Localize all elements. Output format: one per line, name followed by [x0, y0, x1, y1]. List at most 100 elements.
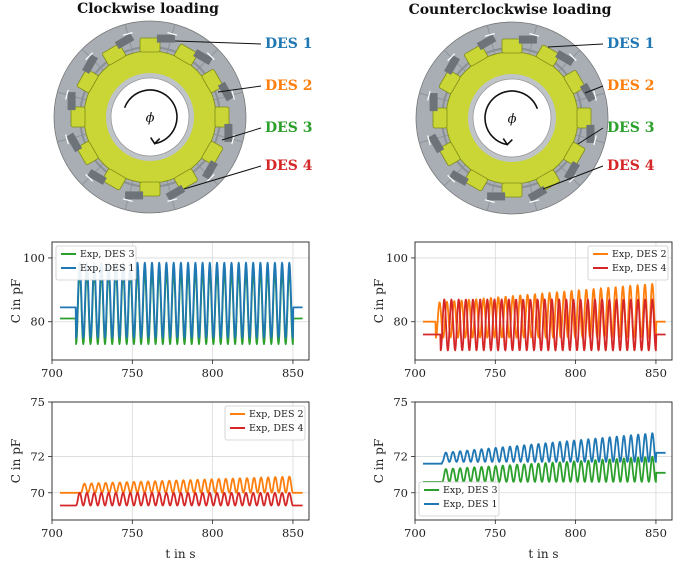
des-label-4: DES 4 — [607, 158, 655, 174]
x-tick-label: 850 — [645, 366, 667, 380]
flow-arrow — [206, 52, 215, 61]
rotor-tooth — [501, 38, 523, 54]
phi-label: ϕ — [146, 111, 155, 126]
electrode — [428, 133, 445, 154]
flow-arrow — [447, 174, 456, 183]
flow-arrow — [427, 135, 431, 146]
flow-arrow — [593, 90, 597, 101]
des-leader-3 — [221, 127, 262, 141]
des-label-1: DES 1 — [607, 36, 655, 52]
rotor-tooth — [563, 70, 586, 94]
x-tick-label: 700 — [41, 366, 63, 380]
rotation-arrow — [484, 90, 539, 146]
flow-arrow — [85, 173, 94, 182]
chart-ccw-bottom: 700 750 800 850 70 72 75 C in pF t in s Exp, DES … — [372, 395, 673, 561]
y-axis-label: C in pF — [372, 279, 386, 323]
y-tick-label: 100 — [23, 251, 45, 265]
flow-arrow — [167, 198, 178, 202]
x-tick-label: 850 — [282, 526, 304, 540]
legend-label: Exp, DES 3 — [443, 485, 498, 496]
rotation-arrow — [123, 89, 178, 145]
electrode — [67, 92, 76, 111]
electrode — [165, 184, 186, 201]
x-tick-label: 700 — [404, 366, 426, 380]
electrode — [444, 55, 461, 75]
rotor-tooth — [139, 37, 161, 53]
y-axis-label: C in pF — [9, 279, 23, 323]
rotor-tooth — [201, 141, 224, 165]
flow-arrow — [593, 135, 597, 146]
rotor-tooth — [432, 107, 448, 129]
des-label-2: DES 2 — [607, 78, 655, 94]
electrode — [224, 123, 233, 142]
plot-frame — [414, 401, 673, 521]
rotor-tooth — [438, 70, 461, 94]
electrode — [555, 50, 575, 67]
electrode — [487, 192, 506, 201]
electrode — [156, 34, 175, 43]
rotor-tooth — [201, 69, 224, 93]
y-tick-label: 75 — [393, 395, 408, 409]
flow-arrow — [65, 134, 69, 145]
des-leader-3 — [577, 127, 604, 145]
x-tick-label: 800 — [565, 366, 587, 380]
des-label-2: DES 2 — [265, 78, 313, 94]
rotor-tooth — [102, 168, 126, 191]
legend-label: Exp, DES 4 — [249, 423, 304, 434]
flow-arrow — [484, 199, 495, 203]
x-tick-label: 800 — [202, 526, 224, 540]
left-title: Clockwise loading — [77, 1, 219, 17]
flow-arrow — [122, 32, 133, 36]
legend-label: Exp, DES 1 — [80, 263, 135, 274]
y-tick-label: 100 — [386, 251, 408, 265]
des-label-3: DES 3 — [265, 120, 313, 136]
sensor-counterclockwise: ϕ — [415, 21, 609, 215]
x-tick-label: 850 — [645, 526, 667, 540]
x-axis-label: t in s — [528, 547, 558, 561]
x-tick-label: 800 — [565, 526, 587, 540]
legend-label: Exp, DES 2 — [249, 409, 304, 420]
electrode — [201, 160, 218, 180]
x-axis-label: t in s — [165, 547, 195, 561]
sensor-clockwise: ϕ — [53, 20, 247, 214]
flow-arrow — [529, 199, 540, 203]
flow-arrow — [568, 53, 577, 62]
rotor-tooth — [76, 69, 99, 93]
x-tick-label: 750 — [484, 526, 506, 540]
legend: Exp, DES 2 Exp, DES 4 — [587, 245, 669, 281]
electrode — [217, 81, 234, 102]
right-title: Counterclockwise loading — [409, 2, 612, 18]
x-tick-label: 700 — [404, 526, 426, 540]
y-tick-label: 75 — [30, 395, 45, 409]
rotor-tooth — [576, 107, 592, 129]
electrode — [193, 49, 213, 66]
flow-arrow — [427, 90, 431, 101]
x-tick-label: 850 — [282, 366, 304, 380]
electrode — [563, 161, 580, 181]
flow-arrow — [85, 52, 94, 61]
des-leader-2 — [217, 85, 262, 93]
electrode — [579, 82, 596, 103]
des-label-3: DES 3 — [607, 120, 655, 136]
flow-arrow — [484, 33, 495, 37]
rotor-tooth — [536, 169, 560, 192]
plot-frame — [51, 241, 310, 361]
series-line-0 — [59, 475, 304, 494]
rotor-tooth — [76, 141, 99, 165]
electrode — [125, 191, 144, 200]
y-tick-label: 70 — [30, 486, 45, 500]
y-tick-label: 70 — [393, 486, 408, 500]
x-tick-label: 750 — [121, 526, 143, 540]
flow-arrow — [447, 53, 456, 62]
legend-label: Exp, DES 2 — [612, 249, 667, 260]
x-tick-label: 750 — [484, 366, 506, 380]
series-line-1 — [422, 432, 667, 465]
y-axis-label: C in pF — [372, 439, 386, 483]
plot-frame — [414, 241, 673, 361]
flow-arrow — [167, 32, 178, 36]
electrode — [114, 33, 135, 50]
electrode — [87, 168, 107, 185]
